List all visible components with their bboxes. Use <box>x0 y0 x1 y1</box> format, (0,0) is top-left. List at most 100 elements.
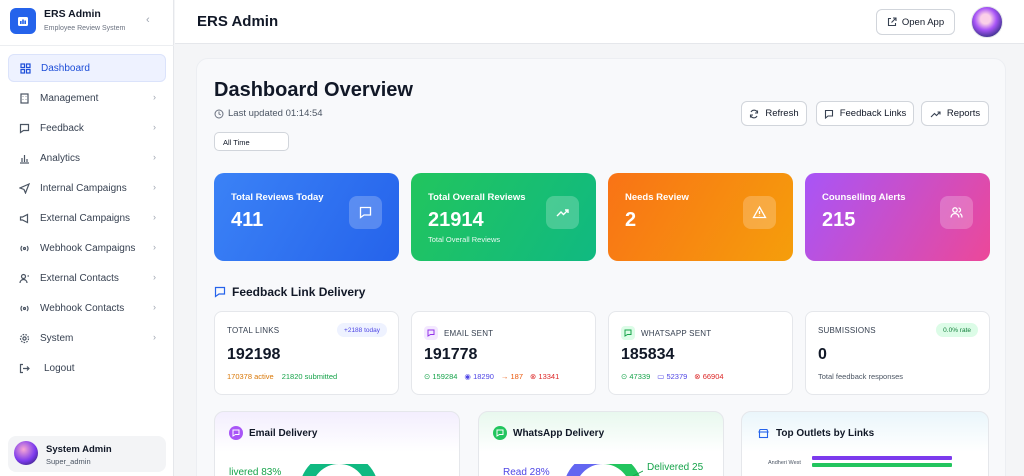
sidebar-item-label: Webhook Campaigns <box>40 242 136 254</box>
app-logo-icon <box>10 8 36 34</box>
building-icon <box>18 92 30 104</box>
section-title-text: Feedback Link Delivery <box>232 285 366 299</box>
stat-label: Counselling Alerts <box>822 192 906 203</box>
card-meta: ⊙ 47339 ▭ 52379 ⊗ 66904 <box>621 372 724 381</box>
chevron-right-icon: › <box>153 212 156 222</box>
sidebar-item-label: Dashboard <box>41 62 90 74</box>
sidebar-item-management[interactable]: Management › <box>8 84 166 112</box>
delivery-card-total-links[interactable]: TOTAL LINKS +2188 today 192198 170378 ac… <box>214 311 399 395</box>
outlet-label: Andheri West <box>768 460 801 466</box>
sidebar-item-label: System <box>40 332 74 344</box>
card-meta: 170378 active 21820 submitted <box>227 372 337 381</box>
sidebar-item-internal-campaigns[interactable]: Internal Campaigns › <box>8 174 166 202</box>
user-contact-icon <box>18 272 30 284</box>
reports-button[interactable]: Reports <box>921 101 989 126</box>
user-name: System Admin <box>46 444 112 455</box>
refresh-icon <box>749 109 759 119</box>
stat-card-needs-review[interactable]: Needs Review 2 <box>608 173 793 261</box>
stat-card-counselling-alerts[interactable]: Counselling Alerts 215 <box>805 173 990 261</box>
card-header: WhatsApp Delivery <box>493 426 604 440</box>
last-updated: Last updated 01:14:54 <box>214 108 323 119</box>
avatar[interactable] <box>971 6 1003 38</box>
chevron-right-icon: › <box>153 242 156 252</box>
sidebar-item-external-campaigns[interactable]: External Campaigns › <box>8 204 166 232</box>
top-outlets-card: Top Outlets by Links Andheri West <box>741 411 989 476</box>
external-link-icon <box>887 17 897 27</box>
delivery-card-whatsapp-sent[interactable]: WHATSAPP SENT 185834 ⊙ 47339 ▭ 52379 ⊗ 6… <box>608 311 793 395</box>
sidebar-item-label: Webhook Contacts <box>40 302 125 314</box>
megaphone-icon <box>18 212 30 224</box>
brand-subtitle: Employee Review System <box>44 25 126 32</box>
open-app-label: Open App <box>901 16 945 28</box>
refresh-label: Refresh <box>765 108 799 119</box>
logout-button[interactable]: Logout <box>8 354 166 382</box>
sidebar-item-webhook-contacts[interactable]: Webhook Contacts › <box>8 294 166 322</box>
page-title: ERS Admin <box>197 13 279 30</box>
active-count: 170378 active <box>227 372 274 381</box>
submitted-count: 21820 submitted <box>281 372 338 381</box>
card-label: SUBMISSIONS <box>818 326 876 335</box>
logout-icon <box>18 362 30 374</box>
sidebar: ERS Admin Employee Review System ‹ Dashb… <box>0 0 174 476</box>
sidebar-item-system[interactable]: System › <box>8 324 166 352</box>
book-open-icon: ▭ <box>657 372 665 381</box>
sidebar-item-webhook-campaigns[interactable]: Webhook Campaigns › <box>8 234 166 262</box>
time-range-select[interactable]: All Time <box>214 132 289 151</box>
chevron-right-icon: › <box>153 302 156 312</box>
brand[interactable]: ERS Admin Employee Review System <box>10 8 168 40</box>
email-delivery-card: Email Delivery livered 83% <box>214 411 460 476</box>
stat-value: 2 <box>625 209 637 231</box>
sidebar-item-feedback[interactable]: Feedback › <box>8 114 166 142</box>
sidebar-item-external-contacts[interactable]: External Contacts › <box>8 264 166 292</box>
chevron-right-icon: › <box>153 272 156 282</box>
x-circle-icon: ⊗ <box>530 372 537 381</box>
gear-icon <box>18 332 30 344</box>
email-delivery-donut <box>302 464 376 476</box>
failed-value: 13341 <box>538 372 560 381</box>
card-value: 0 <box>818 346 827 363</box>
sidebar-item-analytics[interactable]: Analytics › <box>8 144 166 172</box>
card-header: Top Outlets by Links <box>756 426 874 440</box>
chart-legend-delivered: Delivered 25 <box>647 462 704 473</box>
arrow-right-icon: → <box>500 372 509 381</box>
chart-legend-read: Read 28% <box>503 467 550 476</box>
check-circle-icon: ⊙ <box>424 372 431 381</box>
stat-card-total-reviews-today[interactable]: Total Reviews Today 411 <box>214 173 399 261</box>
user-profile-card[interactable]: System Admin Super_admin <box>8 436 166 472</box>
warning-icon <box>743 196 776 229</box>
pending-count: → 187 <box>501 372 523 381</box>
clock-icon <box>214 109 224 119</box>
whatsapp-icon <box>493 426 507 440</box>
stat-label: Needs Review <box>625 192 689 203</box>
card-title: Top Outlets by Links <box>776 427 875 439</box>
card-title: Email Delivery <box>249 427 318 439</box>
refresh-button[interactable]: Refresh <box>741 101 807 126</box>
logout-label: Logout <box>44 362 75 374</box>
sidebar-item-label: Management <box>40 92 99 104</box>
stat-value: 411 <box>231 209 264 231</box>
eye-icon: ◉ <box>464 372 471 381</box>
stat-subtext: Total Overall Reviews <box>428 235 501 244</box>
feedback-links-button[interactable]: Feedback Links <box>816 101 914 126</box>
topbar: ERS Admin Open App <box>175 0 1024 44</box>
sidebar-item-dashboard[interactable]: Dashboard <box>8 54 166 82</box>
bar-chart-icon <box>18 152 30 164</box>
delivered-value: 47339 <box>629 372 651 381</box>
today-badge: +2188 today <box>337 323 387 337</box>
brand-title: ERS Admin <box>44 8 101 20</box>
delivered-value: 159284 <box>432 372 458 381</box>
feedback-links-label: Feedback Links <box>839 108 907 119</box>
card-value: 191778 <box>424 346 478 363</box>
stat-card-total-overall-reviews[interactable]: Total Overall Reviews 21914 Total Overal… <box>411 173 596 261</box>
chevron-right-icon: › <box>153 332 156 342</box>
stat-value: 21914 <box>428 209 484 231</box>
collapse-sidebar-icon[interactable]: ‹ <box>146 14 150 26</box>
broadcast-icon <box>18 302 30 314</box>
card-label-row: EMAIL SENT <box>424 326 493 340</box>
card-label-row: WHATSAPP SENT <box>621 326 711 340</box>
sidebar-item-label: Internal Campaigns <box>40 182 127 194</box>
delivery-card-email-sent[interactable]: EMAIL SENT 191778 ⊙ 159284 ◉ 18290 → 187… <box>411 311 596 395</box>
delivery-card-submissions[interactable]: SUBMISSIONS 0.0% rate 0 Total feedback r… <box>805 311 990 395</box>
open-app-button[interactable]: Open App <box>876 9 955 35</box>
chart-legend-label: livered 83% <box>229 467 282 476</box>
